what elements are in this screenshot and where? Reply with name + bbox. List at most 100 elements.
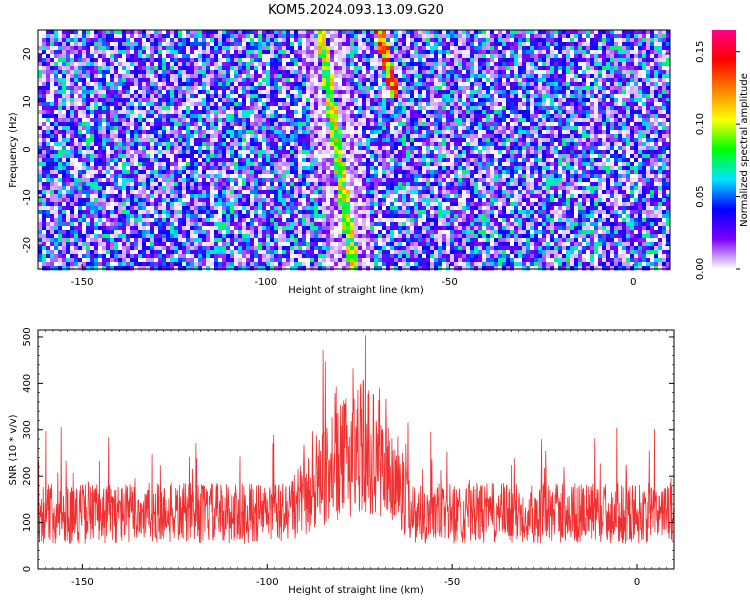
spectrogram-cell (398, 70, 403, 75)
spectrogram-cell (162, 114, 167, 119)
spectrogram-cell (646, 58, 651, 63)
spectrogram-cell (406, 50, 411, 55)
spectrogram-cell (386, 46, 391, 51)
spectrogram-cell (422, 94, 427, 99)
spectrogram-cell (202, 114, 207, 119)
spectrogram-cell (202, 38, 207, 43)
spectrogram-cell (454, 54, 459, 59)
spectrogram-cell (294, 102, 299, 107)
spectrogram-cell (518, 110, 523, 115)
spectrogram-cell (258, 150, 263, 155)
spectrogram-cell (638, 142, 643, 147)
spectrogram-cell (626, 138, 631, 143)
spectrogram-cell (118, 118, 123, 123)
spectrogram-cell (258, 58, 263, 63)
spectrogram-cell (450, 134, 455, 139)
spectrogram-cell (290, 150, 295, 155)
spectrogram-cell (62, 134, 67, 139)
spectrogram-cell (370, 66, 375, 71)
spectrogram-cell (238, 154, 243, 159)
spectrogram-cell (654, 106, 659, 111)
spectrogram-cell (562, 122, 567, 127)
spectrogram-cell (290, 82, 295, 87)
spectrogram-cell (202, 86, 207, 91)
spectrogram-cell (182, 98, 187, 103)
spectrogram-cell (118, 30, 123, 35)
spectrogram-cell (282, 66, 287, 71)
spectrogram-cell (394, 34, 399, 39)
spectrogram-cell (346, 82, 351, 87)
spectrogram-cell (394, 118, 399, 123)
spectrogram-cell (622, 142, 627, 147)
spectrogram-cell (314, 146, 319, 151)
spectrogram-cell (538, 98, 543, 103)
spectrogram-cell (654, 94, 659, 99)
spectrogram-cell (194, 110, 199, 115)
spectrogram-cell (178, 154, 183, 159)
spectrogram-cell (166, 30, 171, 35)
spectrogram-cell (274, 70, 279, 75)
spectrogram-cell (322, 66, 327, 71)
spectrogram-cell (218, 54, 223, 59)
spectrogram-cell (450, 146, 455, 151)
spectrogram-cell (330, 130, 335, 135)
spectrogram-cell (130, 30, 135, 35)
spectrogram-cell (326, 134, 331, 139)
spectrogram-cell (454, 58, 459, 63)
spectrogram-cell (138, 134, 143, 139)
spectrogram-cell (166, 78, 171, 83)
spectrogram-cell (498, 38, 503, 43)
spectrogram-cell (534, 58, 539, 63)
spectrogram-cell (542, 146, 547, 151)
spectrogram-cell (386, 122, 391, 127)
spectrogram-cell (590, 54, 595, 59)
spectrogram-cell (586, 46, 591, 51)
spectrogram-cell (638, 146, 643, 151)
spectrogram-cell (454, 98, 459, 103)
spectrogram-cell (354, 38, 359, 43)
spectrogram-cell (566, 122, 571, 127)
spectrogram-cell (454, 74, 459, 79)
spectrogram-cell (374, 74, 379, 79)
spectrogram-cell (94, 154, 99, 159)
spectrogram-cell (386, 142, 391, 147)
spectrogram-cell (666, 30, 671, 35)
spectrogram-cell (78, 118, 83, 123)
spectrogram-cell (398, 94, 403, 99)
spectrogram-cell (222, 134, 227, 139)
spectrogram-cell (178, 30, 183, 35)
spectrogram-cell (238, 150, 243, 155)
spectrogram-cell (150, 66, 155, 71)
spectrogram-cell (250, 94, 255, 99)
spectrogram-cell (502, 130, 507, 135)
spectrogram-cell (110, 142, 115, 147)
spectrogram-cell (126, 70, 131, 75)
spectrogram-cell (666, 114, 671, 119)
spectrogram-cell (398, 102, 403, 107)
spectrogram-cell (122, 46, 127, 51)
spectrogram-cell (170, 62, 175, 67)
spectrogram-cell (486, 122, 491, 127)
spectrogram-cell (206, 74, 211, 79)
spectrogram-cell (402, 74, 407, 79)
spectrogram-cell (610, 114, 615, 119)
spectrogram-cell (202, 34, 207, 39)
spectrogram-cell (370, 58, 375, 63)
spectrogram-cell (254, 54, 259, 59)
spectrogram-cell (226, 142, 231, 147)
spectrogram-cell (554, 118, 559, 123)
spectrogram-cell (278, 154, 283, 159)
spectrogram-cell (570, 86, 575, 91)
spectrogram-cell (150, 98, 155, 103)
spectrogram-cell (294, 130, 299, 135)
spectrogram-cell (602, 58, 607, 63)
spectrogram-cell (578, 54, 583, 59)
spectrogram-cell (110, 66, 115, 71)
spectrogram-cell (550, 150, 555, 155)
spectrogram-cell (294, 62, 299, 67)
spectrogram-cell (66, 78, 71, 83)
spectrogram-cell (50, 154, 55, 159)
spectrogram-cell (502, 78, 507, 83)
spectrogram-cell (286, 38, 291, 43)
spectrogram-cell (434, 106, 439, 111)
